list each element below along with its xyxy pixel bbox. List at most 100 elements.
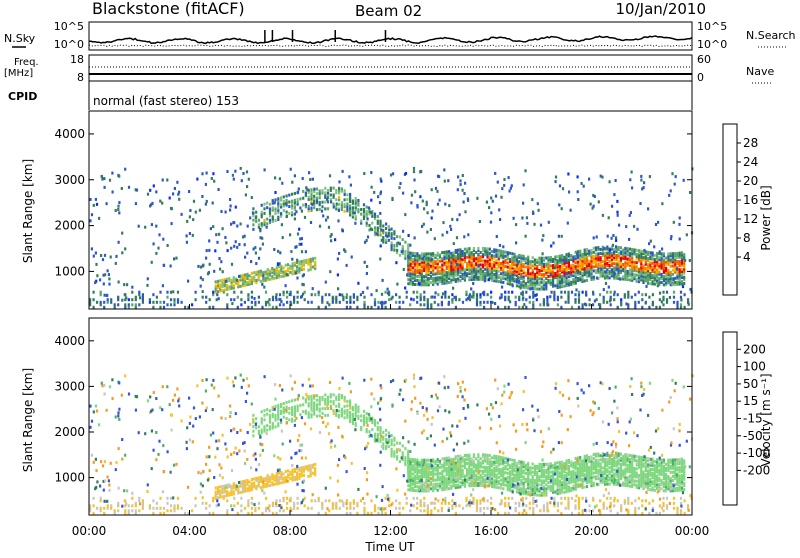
power-cell xyxy=(605,271,607,274)
power-cell xyxy=(477,247,479,250)
power-cell xyxy=(304,298,306,301)
power-cell xyxy=(581,272,583,275)
power-cell xyxy=(490,221,492,224)
power-cell xyxy=(451,301,453,304)
velocity-cell xyxy=(545,463,547,466)
velocity-cell xyxy=(486,466,488,469)
power-cell xyxy=(303,283,305,286)
power-cell xyxy=(594,195,596,198)
velocity-cell xyxy=(654,460,656,463)
power-cell xyxy=(314,293,316,296)
power-cell xyxy=(328,226,330,229)
power-cell xyxy=(260,280,262,283)
power-cell xyxy=(139,296,141,299)
power-cell xyxy=(344,189,346,192)
velocity-cell xyxy=(215,487,217,490)
power-cell xyxy=(423,275,425,278)
power-cell xyxy=(672,265,674,268)
power-cell xyxy=(427,263,429,266)
power-cell xyxy=(346,264,348,267)
power-cell xyxy=(480,251,482,254)
power-cell xyxy=(497,181,499,184)
velocity-cell xyxy=(529,466,531,469)
velocity-cell xyxy=(584,455,586,458)
power-cell xyxy=(490,197,492,200)
velocity-cell xyxy=(267,474,269,477)
power-cell xyxy=(507,270,509,273)
power-cell xyxy=(498,208,500,211)
power-cell xyxy=(280,275,282,278)
power-cell xyxy=(189,215,191,218)
velocity-cell xyxy=(489,458,491,461)
power-cell xyxy=(423,291,425,294)
power-cell xyxy=(420,170,422,173)
power-cell xyxy=(249,279,251,282)
power-cell xyxy=(396,283,398,286)
power-cell xyxy=(464,252,466,255)
power-cell xyxy=(658,271,660,274)
velocity-cell xyxy=(493,467,495,470)
power-cell xyxy=(208,239,210,242)
velocity-cell xyxy=(620,463,622,466)
power-cell xyxy=(201,172,203,175)
power-cell xyxy=(366,210,368,213)
power-cell xyxy=(659,250,661,253)
power-cell xyxy=(633,248,635,251)
power-cell xyxy=(493,261,495,264)
power-cell xyxy=(288,194,290,197)
power-cell xyxy=(357,199,359,202)
power-cell xyxy=(576,253,578,256)
power-cell xyxy=(265,291,267,294)
power-cell xyxy=(593,205,595,208)
power-cell xyxy=(475,251,477,254)
power-cell xyxy=(555,180,557,183)
power-cell xyxy=(628,238,630,241)
power-cell xyxy=(473,275,475,278)
power-cell xyxy=(567,291,569,294)
power-cell xyxy=(661,273,663,276)
power-cell xyxy=(456,236,458,239)
power-cell xyxy=(258,270,260,273)
power-cell xyxy=(561,275,563,278)
power-cell xyxy=(285,202,287,205)
velocity-cell xyxy=(627,454,629,457)
power-cell xyxy=(219,283,221,286)
velocity-cell xyxy=(547,463,549,466)
power-cell xyxy=(155,190,157,193)
power-cell xyxy=(258,301,260,304)
power-cell xyxy=(629,248,631,251)
power-cell xyxy=(399,235,401,238)
power-cell xyxy=(321,296,323,299)
power-cell xyxy=(606,246,608,249)
power-cell xyxy=(301,210,303,213)
power-cell xyxy=(454,296,456,299)
power-cell xyxy=(286,291,288,294)
power-cell xyxy=(689,259,691,262)
power-cell xyxy=(346,306,348,309)
power-cell xyxy=(212,306,214,309)
power-cell xyxy=(379,201,381,204)
power-cell xyxy=(291,181,293,184)
velocity-cell xyxy=(228,483,230,486)
velocity-cell xyxy=(613,454,615,457)
power-cell xyxy=(138,303,140,306)
velocity-cell xyxy=(523,482,525,485)
power-cell xyxy=(115,209,117,212)
velocity-cell xyxy=(661,487,663,490)
velocity-cell xyxy=(602,471,604,474)
power-cell xyxy=(607,235,609,238)
power-cell xyxy=(577,261,579,264)
power-cell xyxy=(332,297,334,300)
velocity-cell xyxy=(652,468,654,471)
power-cell xyxy=(407,255,409,258)
velocity-cell xyxy=(491,456,493,459)
power-cell xyxy=(368,224,370,227)
power-cell xyxy=(439,270,441,273)
power-cell xyxy=(476,301,478,304)
power-cell xyxy=(208,249,210,252)
power-cell xyxy=(448,204,450,207)
velocity-cell xyxy=(430,481,432,484)
power-cell xyxy=(338,180,340,183)
power-cell xyxy=(170,265,172,268)
